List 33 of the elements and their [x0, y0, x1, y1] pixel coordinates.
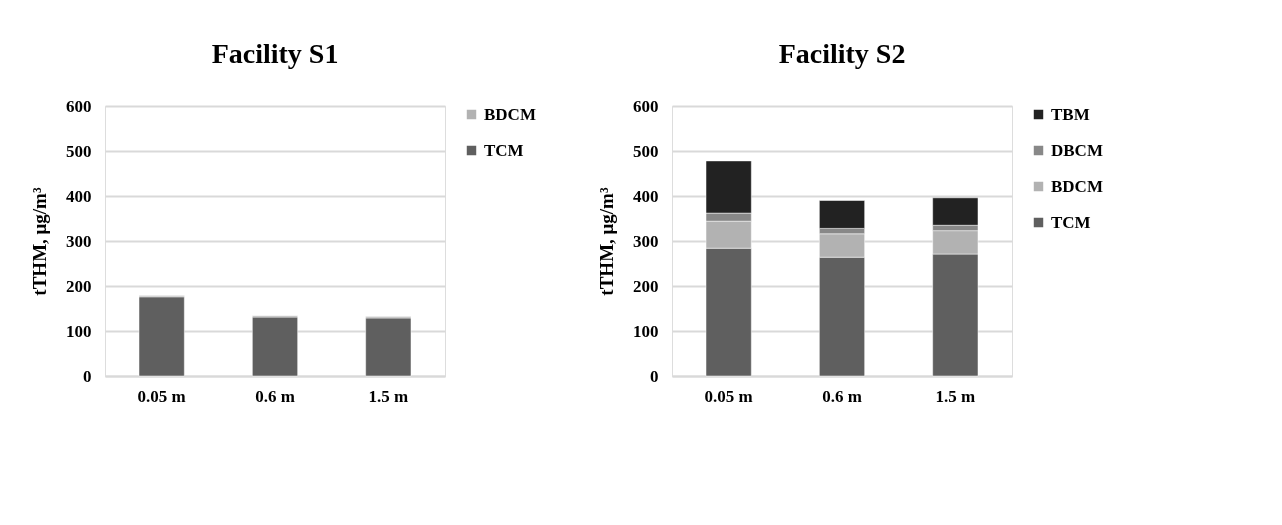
legend-label: BDCM — [484, 104, 536, 124]
y-tick-label: 200 — [633, 276, 659, 296]
y-tick-label: 500 — [633, 141, 659, 161]
chart-title: Facility S1 — [211, 38, 339, 69]
y-tick-label: 500 — [66, 141, 92, 161]
bar — [138, 296, 185, 377]
y-tick-label: 200 — [66, 276, 92, 296]
legend-label: BDCM — [1051, 176, 1103, 196]
legend-label: TBM — [1051, 104, 1090, 124]
y-tick-label: 100 — [633, 321, 659, 341]
x-tick-label: 0.05 m — [704, 386, 753, 406]
legend-label: DBCM — [1051, 140, 1103, 160]
x-tick-label: 1.5 m — [935, 386, 976, 406]
legend-label: TCM — [484, 140, 524, 160]
y-tick-label: 300 — [66, 231, 92, 251]
y-tick-label: 400 — [66, 186, 92, 206]
x-tick-label: 0.05 m — [137, 386, 186, 406]
bar — [365, 317, 412, 377]
y-tick-label: 600 — [633, 96, 659, 116]
y-tick-label: 100 — [66, 321, 92, 341]
y-tick-label: 0 — [83, 366, 92, 386]
x-tick-label: 0.6 m — [822, 386, 862, 406]
y-tick-label: 0 — [650, 366, 659, 386]
legend-label: TCM — [1051, 212, 1091, 232]
bar — [252, 316, 298, 377]
y-axis-title: tTHM, μg/m³ — [29, 187, 50, 296]
x-tick-label: 0.6 m — [255, 386, 295, 406]
y-tick-label: 300 — [633, 231, 659, 251]
y-axis-title: tTHM, μg/m³ — [596, 187, 617, 296]
x-tick-label: 1.5 m — [368, 386, 409, 406]
y-tick-label: 600 — [66, 96, 92, 116]
chart-title: Facility S2 — [778, 38, 906, 69]
y-tick-label: 400 — [633, 186, 659, 206]
